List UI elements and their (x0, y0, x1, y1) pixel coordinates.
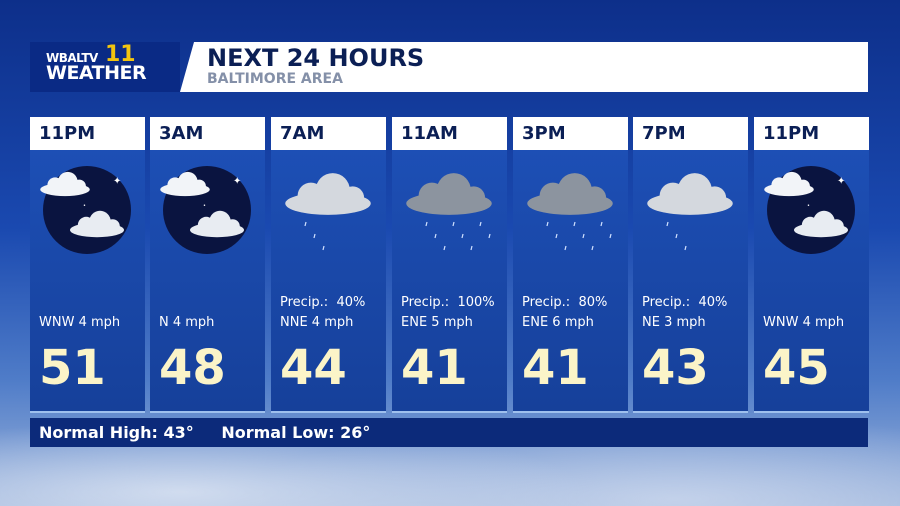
forecast-column: 7AM Precip.: 40% NNE 4 mph 44 (271, 117, 386, 413)
wind: NNE 4 mph (280, 315, 354, 330)
temperature: 41 (522, 340, 589, 396)
forecast-time: 11PM (30, 117, 145, 150)
forecast-time: 11AM (392, 117, 507, 150)
normal-low: Normal Low: 26° (221, 423, 371, 442)
forecast-panel: Precip.: 100% ENE 5 mph 41 (392, 150, 507, 413)
forecast-time: 3PM (513, 117, 628, 150)
forecast-column: 11PM ✦ • WNW 4 mph 45 (754, 117, 869, 413)
cloudy-light-rain-icon (638, 162, 743, 276)
partly-cloudy-night-icon: ✦ • (35, 162, 140, 266)
station-logo: WBALTV 11 WEATHER (30, 42, 180, 92)
logo-text: WBALTV (46, 50, 98, 65)
svg-text:✦: ✦ (837, 176, 845, 187)
temperature: 45 (763, 340, 830, 396)
forecast-panel: Precip.: 80% ENE 6 mph 41 (513, 150, 628, 413)
wind: NE 3 mph (642, 315, 706, 330)
wind: ENE 6 mph (522, 315, 594, 330)
partly-cloudy-night-icon: ✦ • (155, 162, 260, 266)
forecast-time: 3AM (150, 117, 265, 150)
forecast-panel: ✦ • N 4 mph 48 (150, 150, 265, 413)
temperature: 44 (280, 340, 347, 396)
forecast-panel: ✦ • WNW 4 mph 45 (754, 150, 869, 413)
forecast-column: 11PM ✦ • WNW 4 mph 51 (30, 117, 145, 413)
precip-chance: Precip.: 80% (522, 295, 608, 310)
forecast-column: 7PM Precip.: 40% NE 3 mph 43 (633, 117, 748, 413)
svg-text:•: • (203, 203, 206, 209)
page-title: NEXT 24 HOURS (207, 44, 425, 72)
wind: N 4 mph (159, 315, 215, 330)
normals-bar: Normal High: 43° Normal Low: 26° (30, 418, 868, 447)
header: WBALTV 11 WEATHER NEXT 24 HOURS BALTIMOR… (30, 42, 868, 92)
title-box: NEXT 24 HOURS BALTIMORE AREA (180, 42, 868, 92)
forecast-column: 3PM Precip.: 80% ENE 6 mph 41 (513, 117, 628, 413)
wind: WNW 4 mph (763, 315, 845, 330)
cloudy-rain-icon (397, 162, 502, 276)
cloudy-light-rain-icon (276, 162, 381, 276)
forecast-column: 3AM ✦ • N 4 mph 48 (150, 117, 265, 413)
forecast-panel: Precip.: 40% NNE 4 mph 44 (271, 150, 386, 413)
svg-text:✦: ✦ (233, 176, 241, 187)
temperature: 41 (401, 340, 468, 396)
partly-cloudy-night-icon: ✦ • (759, 162, 864, 266)
wind: WNW 4 mph (39, 315, 121, 330)
cloudy-rain-icon (518, 162, 623, 276)
normal-high: Normal High: 43° (39, 423, 194, 442)
temperature: 51 (39, 340, 106, 396)
temperature: 43 (642, 340, 709, 396)
precip-chance: Precip.: 100% (401, 295, 495, 310)
logo-weather: WEATHER (46, 61, 147, 84)
precip-chance: Precip.: 40% (642, 295, 728, 310)
logo-channel: 11 (105, 42, 136, 67)
svg-text:✦: ✦ (113, 176, 121, 187)
forecast-time: 7AM (271, 117, 386, 150)
page-subtitle: BALTIMORE AREA (207, 71, 343, 87)
precip-chance: Precip.: 40% (280, 295, 366, 310)
temperature: 48 (159, 340, 226, 396)
forecast-panel: ✦ • WNW 4 mph 51 (30, 150, 145, 413)
svg-text:•: • (83, 203, 86, 209)
forecast-time: 11PM (754, 117, 869, 150)
wind: ENE 5 mph (401, 315, 473, 330)
svg-text:•: • (807, 203, 810, 209)
forecast-time: 7PM (633, 117, 748, 150)
forecast-panel: Precip.: 40% NE 3 mph 43 (633, 150, 748, 413)
forecast-column: 11AM Precip.: 100% ENE 5 mph 41 (392, 117, 507, 413)
